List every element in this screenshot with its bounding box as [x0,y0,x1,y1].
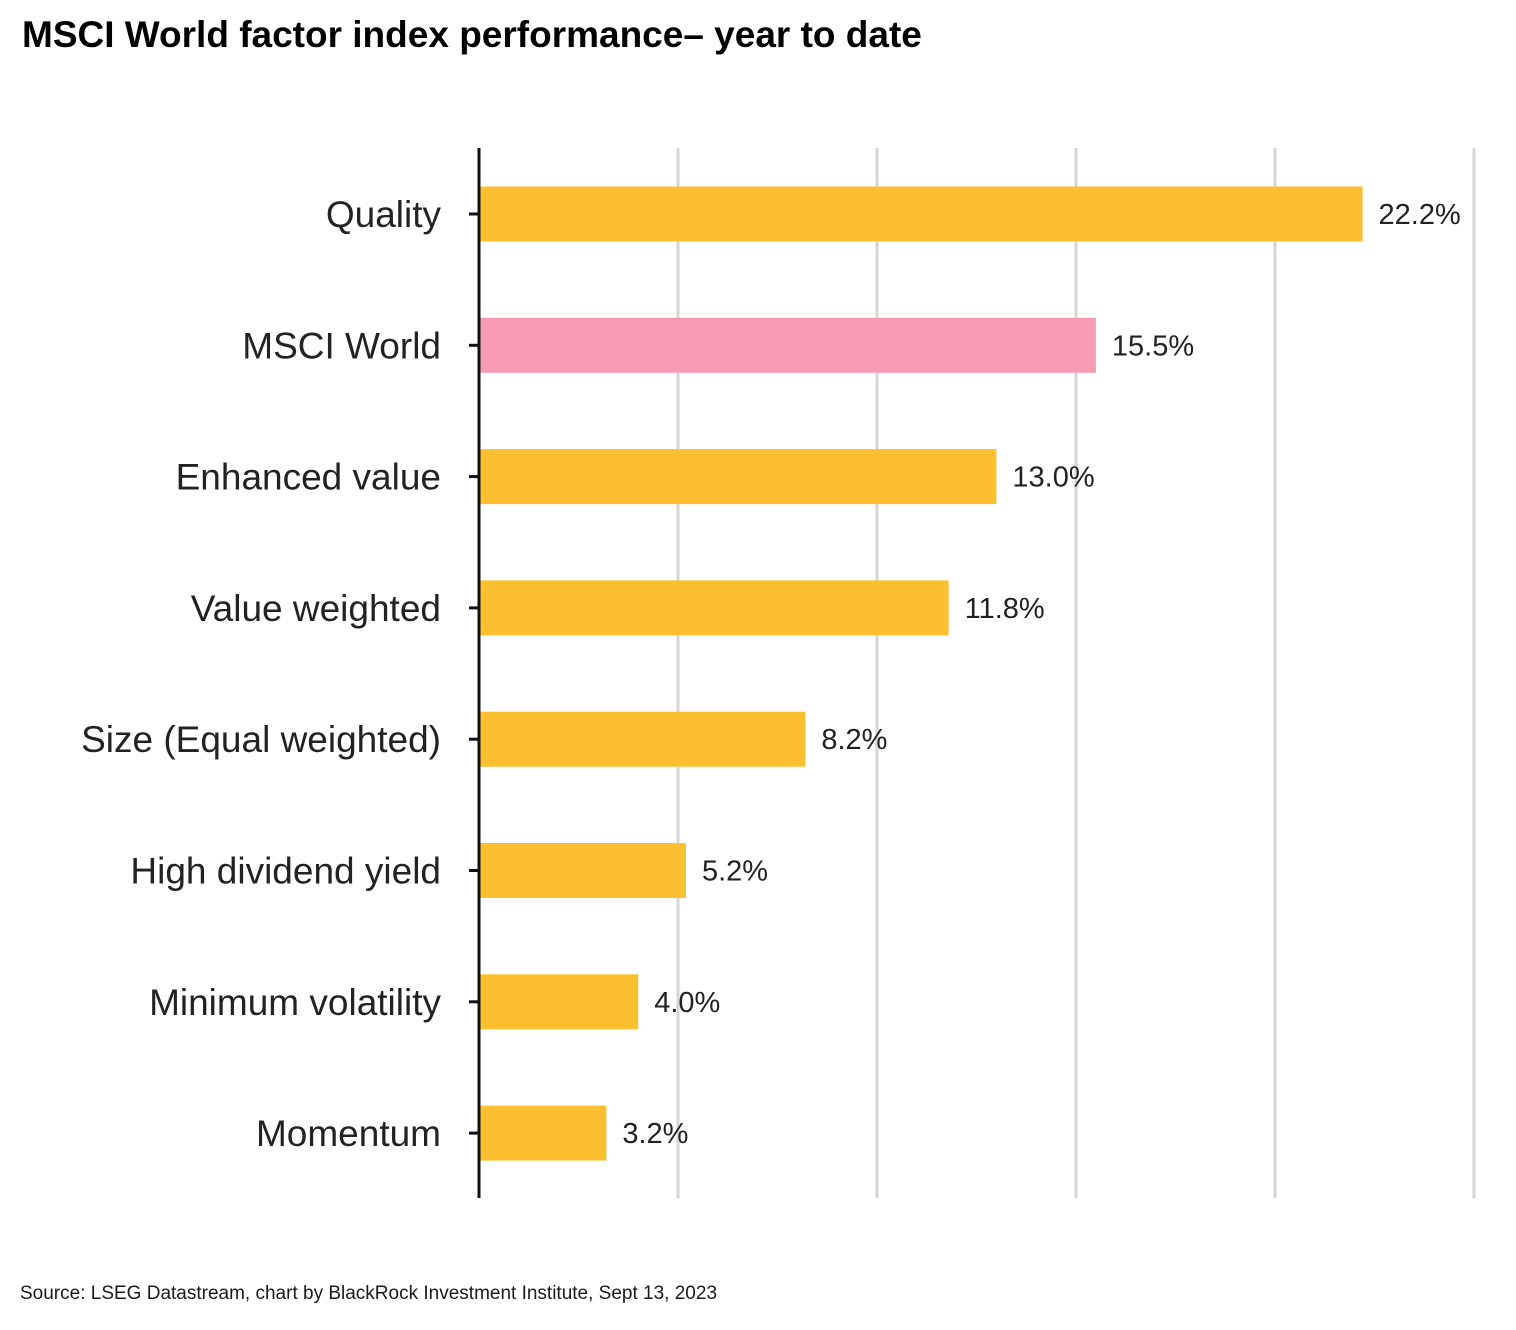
bar-msci-world [480,317,1096,373]
category-label-msci-world: MSCI World [242,325,441,366]
category-label-momentum: Momentum [256,1113,441,1154]
source-note: Source: LSEG Datastream, chart by BlackR… [20,1283,718,1304]
category-label-high-dividend-yield: High dividend yield [130,851,441,892]
bar-momentum [480,1105,607,1161]
value-label-enhanced-value: 13.0% [1012,462,1094,494]
category-label-enhanced-value: Enhanced value [176,457,441,498]
category-label-quality: Quality [326,194,442,235]
bar-quality [480,186,1363,242]
bar-chart: Quality MSCI World Enhanced value Value wei… [81,148,1476,1198]
gridlines [676,148,1476,1198]
bar-high-dividend-yield [480,843,686,898]
value-labels: 22.2% 15.5% 13.0% 11.8% 8.2% 5.2% 4.0% 3.2% [622,199,1460,1150]
category-label-size-equal-weighted: Size (Equal weighted) [81,719,441,760]
category-labels: Quality MSCI World Enhanced value Value wei… [81,194,441,1154]
category-label-minimum-volatility: Minimum volatility [149,982,441,1023]
bar-value-weighted [480,580,949,636]
category-label-value-weighted: Value weighted [191,588,441,629]
value-label-msci-world: 15.5% [1112,330,1194,362]
value-label-momentum: 3.2% [622,1118,688,1150]
value-label-quality: 22.2% [1379,199,1461,231]
chart-title: MSCI World factor index performance– yea… [22,14,922,55]
bars [480,186,1363,1161]
bar-enhanced-value [480,449,997,505]
value-label-size-equal-weighted: 8.2% [821,724,887,756]
value-label-minimum-volatility: 4.0% [654,987,720,1019]
bar-size-equal-weighted [480,711,806,767]
bar-minimum-volatility [480,974,639,1030]
value-label-high-dividend-yield: 5.2% [702,856,768,888]
value-label-value-weighted: 11.8% [965,593,1045,625]
y-axis-ticks [469,212,479,1135]
